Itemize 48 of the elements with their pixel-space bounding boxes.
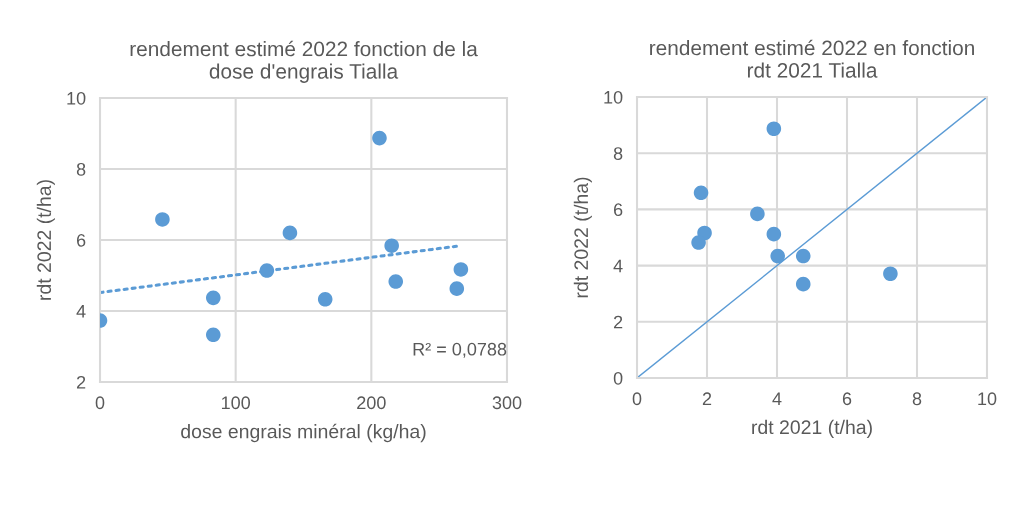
point [795, 276, 811, 292]
point [206, 290, 221, 306]
chart-title: rendement estimé 2022 fonction de la dose d'engrais Tialla [130, 40, 478, 83]
y-tick-label: 6 [76, 233, 86, 247]
y-tick-label: 6 [613, 203, 623, 217]
y-tick-label: 4 [613, 259, 623, 273]
point [883, 266, 898, 282]
point [282, 225, 298, 241]
y-tick-label: 10 [67, 91, 86, 105]
y-tick-label: 4 [76, 305, 86, 318]
point [259, 263, 275, 278]
point [155, 212, 170, 227]
point [317, 292, 333, 307]
x-tick-label: 8 [912, 392, 922, 406]
x-tick-label: 300 [492, 396, 522, 410]
x-tick-label: 6 [842, 392, 852, 406]
x-axis-title: rdt 2021 (t/ha) [752, 419, 872, 438]
annotation: R² = 0,0788 [413, 342, 507, 358]
x-axis-title: dose engrais minéral (kg/ha) [181, 423, 426, 443]
point [693, 185, 709, 201]
chart-title: rendement estimé 2022 en fonction rdt 2021 Tialla [650, 39, 974, 78]
point [770, 248, 785, 264]
point [750, 206, 765, 222]
point [384, 238, 399, 253]
point [795, 248, 811, 264]
point [388, 274, 404, 289]
x-tick-label: 10 [978, 392, 997, 406]
y-tick-label: 2 [613, 315, 623, 329]
point [206, 327, 221, 343]
point [372, 130, 387, 146]
y-tick-label: 8 [613, 147, 623, 160]
x-tick-label: 0 [95, 396, 105, 410]
x-tick-label: 200 [357, 396, 386, 410]
point [691, 235, 706, 250]
x-tick-label: 100 [221, 396, 251, 410]
x-tick-label: 2 [702, 392, 712, 405]
y-axis-title: rdt 2022 (t/ha) [573, 177, 592, 298]
point [766, 226, 782, 242]
y-tick-label: 2 [76, 375, 86, 389]
point [453, 262, 469, 277]
y-axis-title: rdt 2022 (t/ha) [36, 180, 55, 300]
y-tick-label: 10 [604, 90, 623, 104]
point [766, 121, 782, 137]
x-tick-label: 4 [772, 392, 782, 405]
y-tick-label: 0 [613, 371, 623, 385]
y-tick-label: 8 [76, 162, 86, 176]
x-tick-label: 0 [632, 392, 642, 406]
point [449, 281, 465, 296]
